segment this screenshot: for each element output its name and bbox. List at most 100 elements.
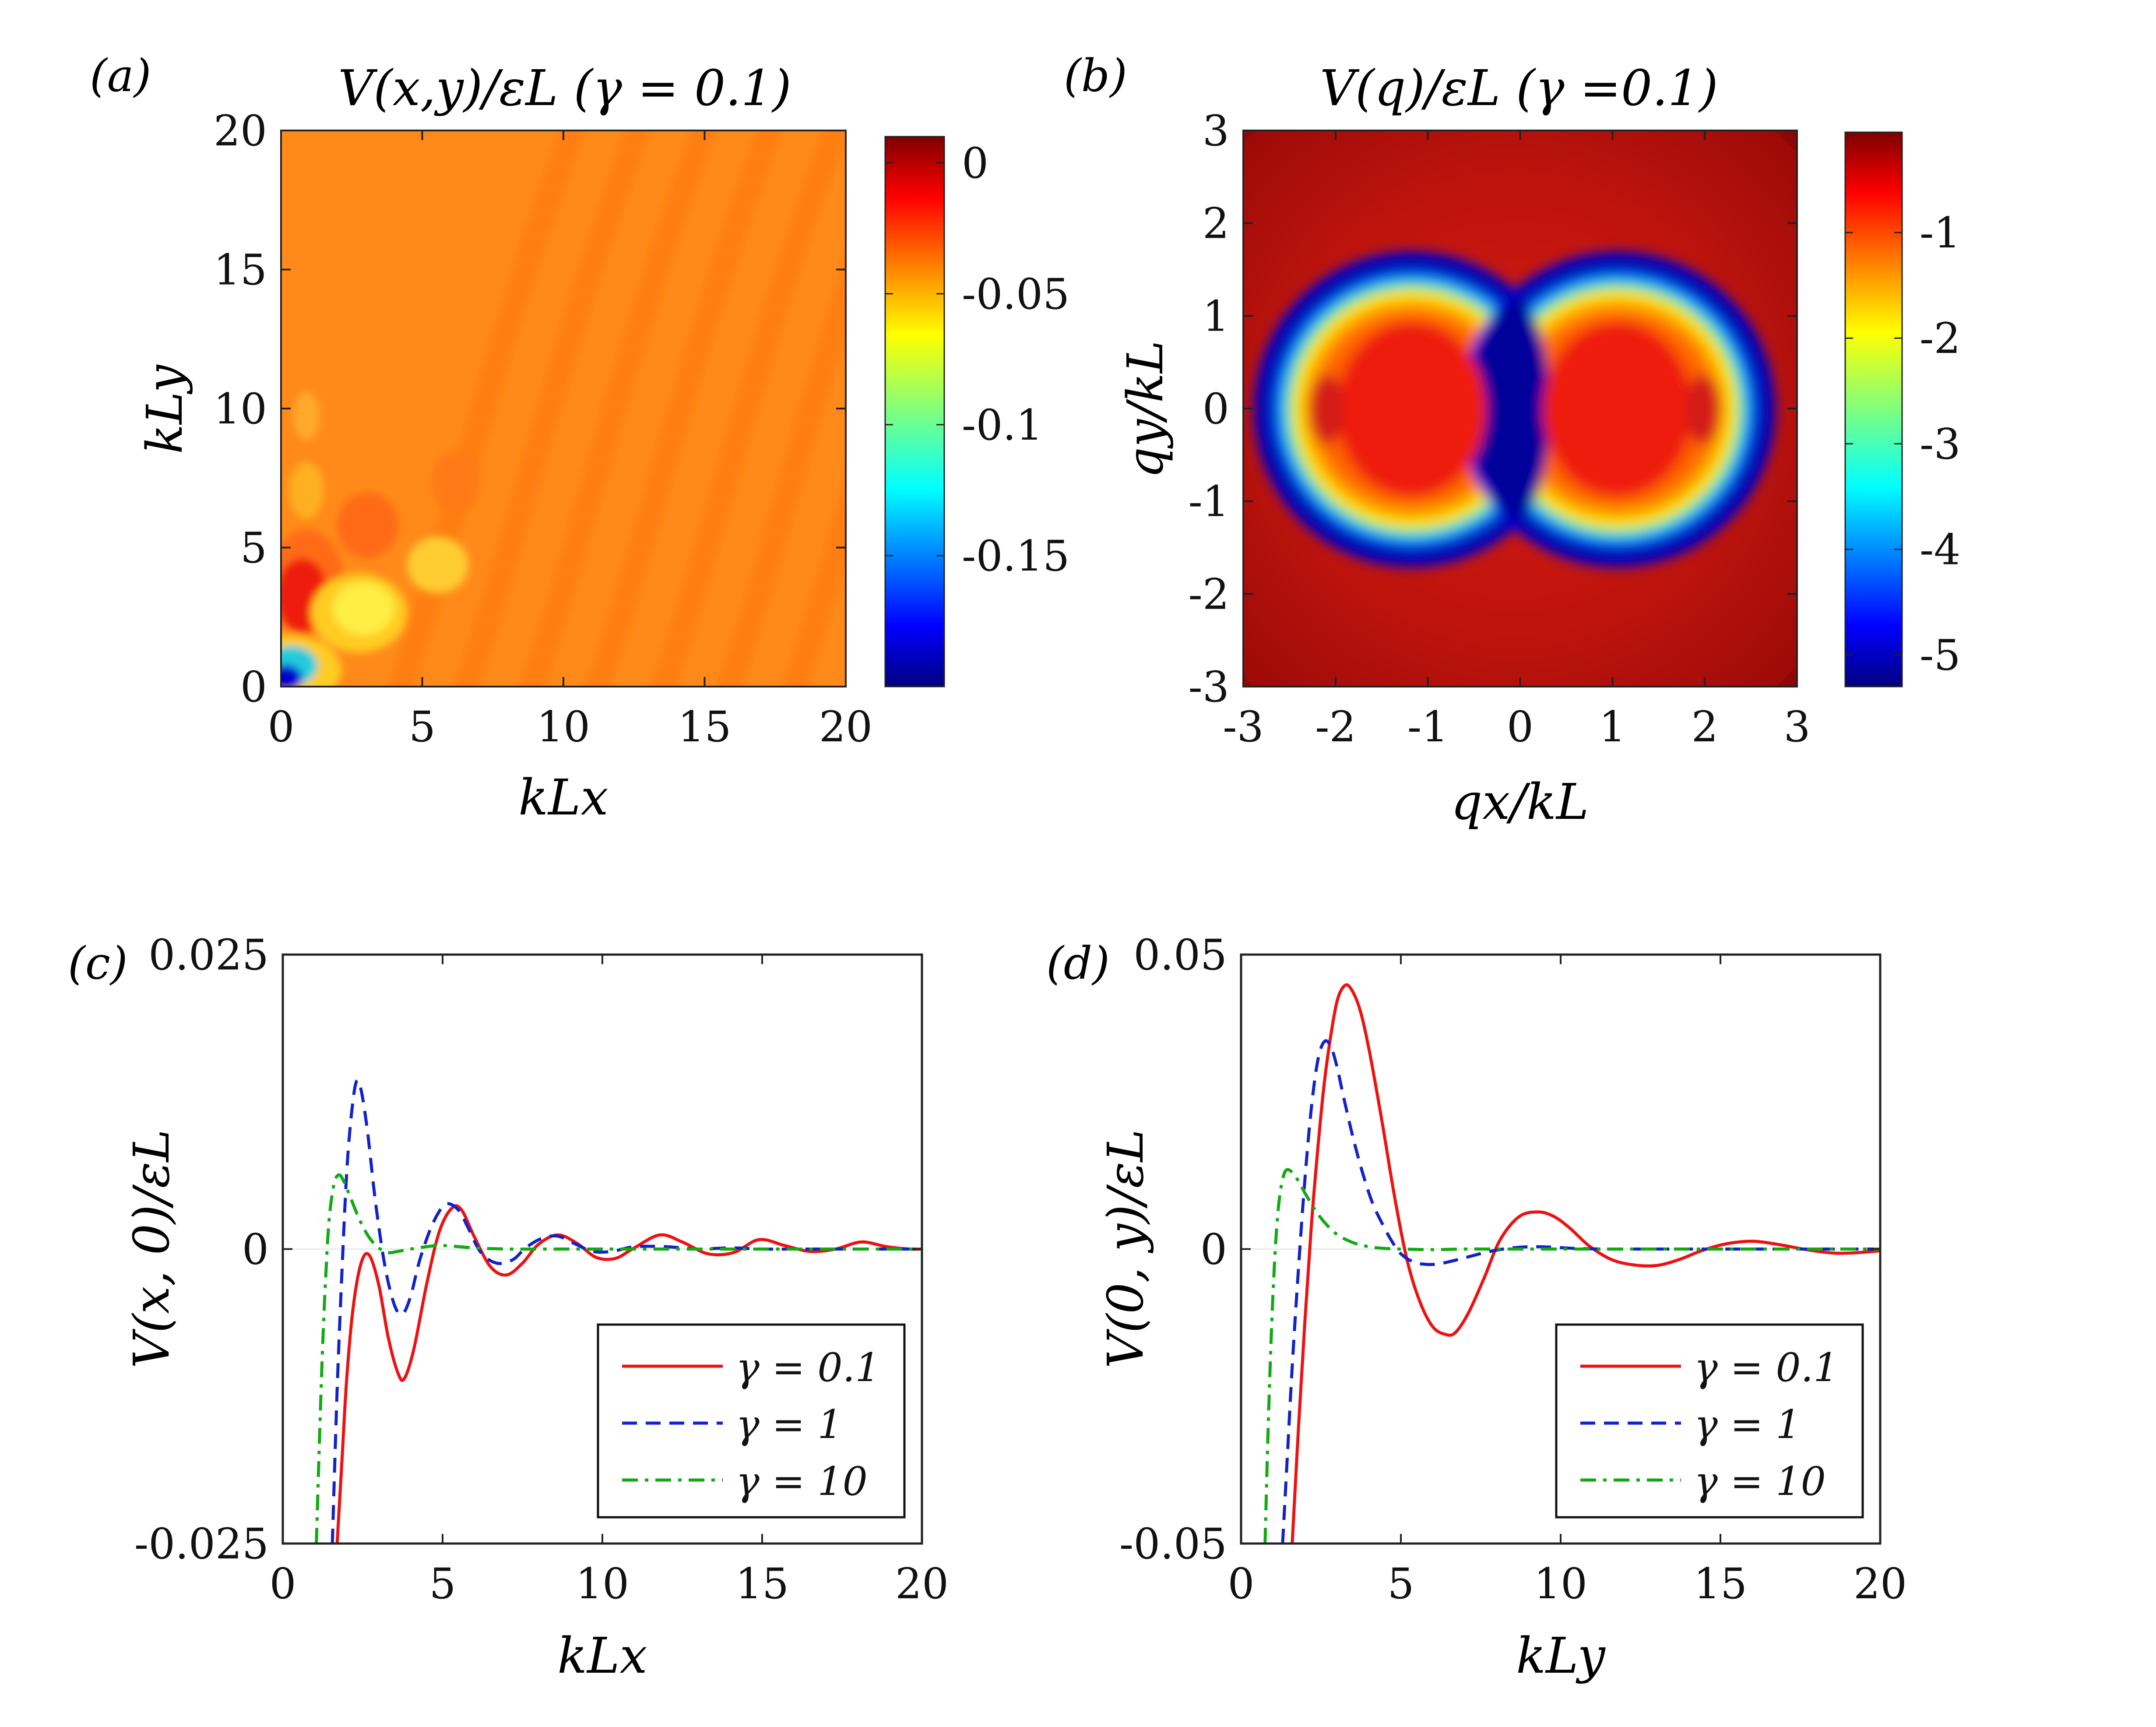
panel-b-x-axis: -3 -2 -1 0 1 2 3 xyxy=(1223,130,1811,751)
panel-b: (b) V(q)/εL (γ =0.1) -3 -2 -1 0 1 2 3 -3 -2 -1 0 1… xyxy=(1064,50,1961,831)
x-tick-label: 20 xyxy=(819,702,872,751)
x-tick-label: 5 xyxy=(429,1559,456,1608)
panel-d-xlabel: kLy xyxy=(1516,1628,1606,1685)
x-tick-label: -2 xyxy=(1315,702,1356,751)
panel-a-title: V(x,y)/εL (γ = 0.1) xyxy=(338,60,791,117)
legend-box xyxy=(1555,1323,1864,1519)
panel-b-title: V(q)/εL (γ =0.1) xyxy=(1320,60,1718,117)
y-tick-label: 0 xyxy=(240,663,267,712)
x-tick-label: 2 xyxy=(1692,702,1718,751)
panel-d-legend: γ = 0.1 γ = 1 γ = 10 xyxy=(1555,1323,1864,1519)
y-tick-label: -3 xyxy=(1188,663,1229,712)
panel-a-stripe xyxy=(519,130,717,687)
y-tick-label: 0 xyxy=(242,1225,269,1274)
panel-a-core xyxy=(281,392,479,687)
series-line-3 xyxy=(315,1173,922,1544)
panel-d-y-axis: -0.05 0 0.05 xyxy=(1119,930,1880,1568)
series-line-1 xyxy=(335,1204,922,1544)
y-tick-label: 3 xyxy=(1203,106,1229,155)
panel-c-x-axis: 0 5 10 15 20 xyxy=(269,955,949,1608)
panel-a-stripe xyxy=(651,130,846,687)
y-tick-label: -0.025 xyxy=(134,1519,269,1568)
x-tick-label: 0 xyxy=(267,702,294,751)
panel-c-y-axis: -0.025 0 0.025 xyxy=(134,930,922,1568)
x-tick-label: 10 xyxy=(576,1559,629,1608)
legend-label-3: γ = 10 xyxy=(1694,1459,1826,1505)
x-tick-label: 20 xyxy=(1854,1559,1907,1608)
panel-a-colorbar xyxy=(884,136,945,687)
x-tick-label: 0 xyxy=(1507,702,1533,751)
colorbar-tick-label: -3 xyxy=(1920,419,1961,469)
y-tick-label: 0 xyxy=(1200,1225,1227,1274)
panel-a-stripe xyxy=(388,130,585,687)
panel-label-c: (c) xyxy=(68,938,128,990)
colorbar-tick-label: -0.15 xyxy=(962,532,1069,581)
y-tick-label: -2 xyxy=(1188,570,1229,619)
panel-a-y-axis: 0 5 10 15 20 xyxy=(214,106,846,712)
panel-b-y-axis: -3 -2 -1 0 1 2 3 xyxy=(1188,106,1797,712)
panel-c-xlabel: kLx xyxy=(557,1628,647,1685)
legend-label-2: γ = 1 xyxy=(736,1402,843,1448)
legend-label-1: γ = 0.1 xyxy=(736,1345,880,1391)
colorbar-tick-label: 0 xyxy=(962,139,988,188)
panel-b-colorbar-ticks: -1 -2 -3 -4 -5 xyxy=(1845,208,1961,680)
panel-b-colorbar xyxy=(1844,131,1903,687)
panel-label-b: (b) xyxy=(1064,50,1127,102)
x-tick-label: 15 xyxy=(735,1559,789,1608)
series-line-2 xyxy=(331,1078,922,1544)
y-tick-label: 2 xyxy=(1203,199,1229,248)
x-tick-label: -1 xyxy=(1407,702,1449,751)
x-tick-label: 1 xyxy=(1599,702,1626,751)
x-tick-label: 5 xyxy=(1387,1559,1414,1608)
x-tick-label: 10 xyxy=(537,702,590,751)
panel-d-x-axis: 0 5 10 15 20 xyxy=(1227,955,1907,1608)
panel-a-xlabel: kLx xyxy=(518,769,608,826)
y-tick-label: 10 xyxy=(214,384,267,434)
colorbar-tick-label: -2 xyxy=(1920,314,1961,363)
panel-c-legend: γ = 0.1 γ = 1 γ = 10 xyxy=(597,1323,906,1519)
x-tick-label: 15 xyxy=(1694,1559,1747,1608)
y-tick-label: 15 xyxy=(214,246,267,295)
y-tick-label: 0.025 xyxy=(148,930,269,980)
panel-b-xlabel: qx/kL xyxy=(1451,774,1589,831)
x-tick-label: 15 xyxy=(678,702,731,751)
panel-d-series xyxy=(1241,983,1880,1544)
colorbar-tick-label: -4 xyxy=(1920,525,1961,574)
legend-label-3: γ = 10 xyxy=(736,1459,868,1505)
x-tick-label: 5 xyxy=(409,702,436,751)
x-tick-label: 10 xyxy=(1534,1559,1587,1608)
panel-a-stripe xyxy=(454,130,651,687)
panel-a-ylabel: kLy xyxy=(137,364,193,454)
panel-a-colorbar-ticks: 0 -0.05 -0.1 -0.15 xyxy=(885,139,1069,581)
colorbar-tick-label: -0.1 xyxy=(962,401,1043,450)
panel-a-stripe xyxy=(585,130,782,687)
panel-a: (a) V(x,y)/εL (γ = 0.1) 0 5 10 15 20 0 5 xyxy=(90,50,1069,826)
x-tick-label: 3 xyxy=(1783,702,1810,751)
panel-c-ylabel: V(x, 0)/εL xyxy=(123,1129,180,1368)
colorbar-tick-label: -1 xyxy=(1920,208,1961,257)
y-tick-label: -0.05 xyxy=(1119,1519,1227,1568)
panel-a-stripe xyxy=(716,254,846,687)
y-tick-label: -1 xyxy=(1188,477,1229,526)
colorbar-tick-label: -5 xyxy=(1920,631,1961,680)
series-line-3 xyxy=(1263,1168,1880,1544)
panel-a-heatmap xyxy=(281,130,846,687)
x-tick-label: 20 xyxy=(895,1559,949,1608)
panel-b-heatmap xyxy=(1243,130,1797,687)
panel-a-x-axis: 0 5 10 15 20 xyxy=(267,130,872,751)
y-tick-label: 0 xyxy=(1203,384,1229,434)
x-tick-label: -3 xyxy=(1223,702,1264,751)
y-tick-label: 1 xyxy=(1203,292,1229,341)
legend-box xyxy=(597,1323,906,1519)
legend-label-1: γ = 0.1 xyxy=(1694,1345,1839,1391)
panel-a-stripe xyxy=(782,474,846,687)
panel-label-d: (d) xyxy=(1046,938,1110,990)
y-tick-label: 20 xyxy=(214,106,267,155)
panel-label-a: (a) xyxy=(90,50,151,102)
x-tick-label: 0 xyxy=(269,1559,296,1608)
colorbar-tick-label: -0.05 xyxy=(962,270,1069,319)
x-tick-label: 0 xyxy=(1227,1559,1254,1608)
